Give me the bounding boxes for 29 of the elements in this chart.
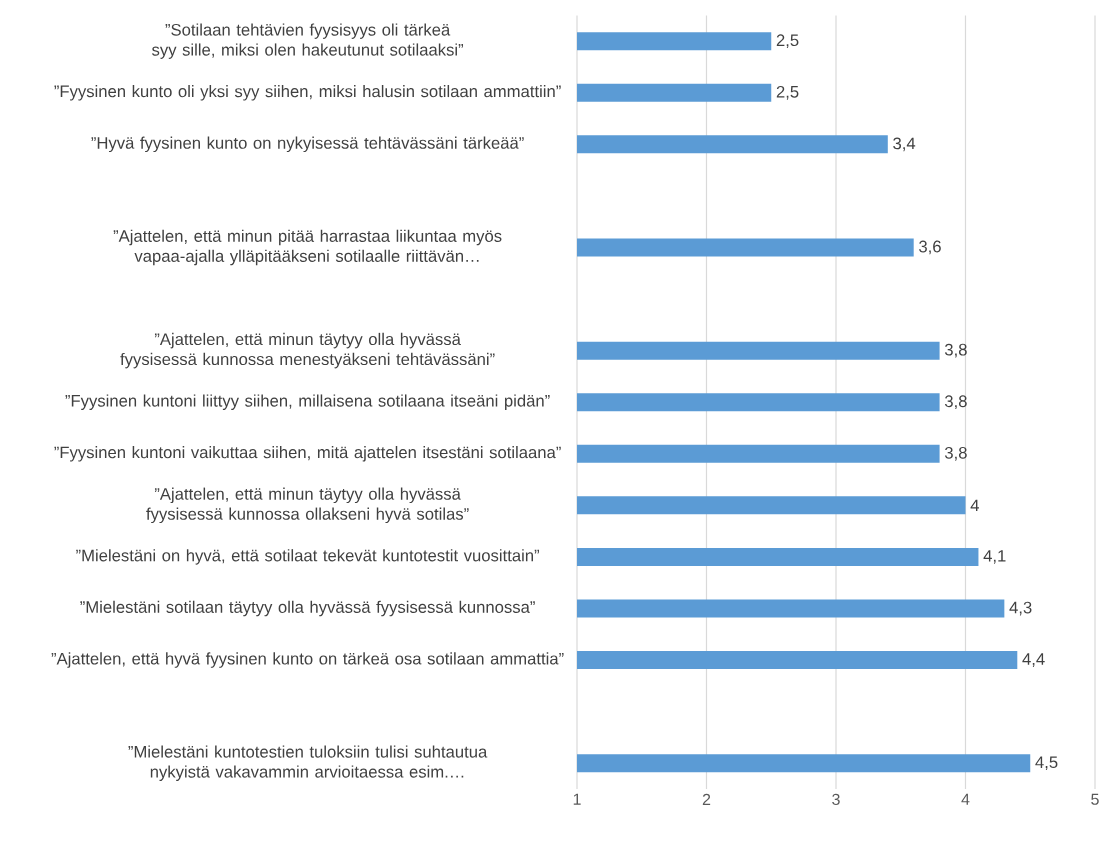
y-tick-label: ”Fyysinen kunto oli yksi syy siihen, miksi halusin sotilaan ammattiin”	[54, 84, 561, 101]
data-label: 2,5	[776, 34, 799, 49]
y-tick-label: ”Mielestäni on hyvä, että sotilaat tekevät kuntotestit vuosittain”	[76, 549, 540, 565]
y-tick-label: ”Fyysinen kuntoni liittyy siihen, millaisena sotilaana itseäni pidän”	[65, 394, 550, 410]
y-tick-label: ”Mielestäni sotilaan täytyy olla hyvässä fyysisessä kunnossa”	[80, 600, 535, 617]
y-tick-label: ”Fyysinen kuntoni vaikuttaa siihen, mitä ajattelen itsestäni sotilaana”	[54, 446, 561, 462]
data-label: 3,4	[893, 137, 916, 152]
x-tick-label: 4	[961, 793, 970, 805]
data-label: 4,5	[1035, 756, 1058, 771]
y-tick-label: ”Mielestäni kuntotestien tuloksiin tulisi suhtautua nykyistä vakavammin arvioitaessa esim.…	[128, 745, 488, 781]
data-label: 3,8	[944, 343, 967, 358]
y-tick-label: ”Ajattelen, että minun täytyy olla hyvässä fyysisessä kunnossa menestyäkseni tehtävässäni”	[120, 332, 495, 369]
data-label: 3,8	[944, 446, 967, 461]
data-label: 2,5	[776, 85, 799, 100]
y-tick-label: ”Sotilaan tehtävien fyysisyys oli tärkeä syy sille, miksi olen hakeutunut sotilaaksi”	[152, 23, 464, 59]
y-tick-label: ”Hyvä fyysinen kunto on nykyisessä tehtävässäni tärkeää”	[91, 136, 524, 153]
x-tick-label: 2	[702, 793, 711, 805]
y-tick-label: ”Ajattelen, että hyvä fyysinen kunto on tärkeä osa sotilaan ammattia”	[51, 652, 564, 668]
x-tick-label: 5	[1091, 793, 1099, 805]
data-label: 4,3	[1009, 601, 1032, 616]
data-label: 3,6	[919, 240, 941, 255]
x-tick-label: 1	[573, 793, 581, 805]
x-tick-label: 3	[832, 793, 840, 806]
y-tick-label: ”Ajattelen, että minun täytyy olla hyvässä fyysisessä kunnossa ollakseni hyvä sotilas”	[146, 487, 469, 524]
data-label: 4,1	[983, 550, 1006, 564]
data-label: 4	[970, 499, 979, 512]
y-tick-label: ”Ajattelen, että minun pitää harrastaa liikuntaa myös vapaa-ajalla ylläpitääkseni sotilaalle riittävän…	[113, 229, 502, 266]
data-label: 3,8	[944, 395, 967, 410]
data-label: 4,4	[1022, 653, 1045, 667]
